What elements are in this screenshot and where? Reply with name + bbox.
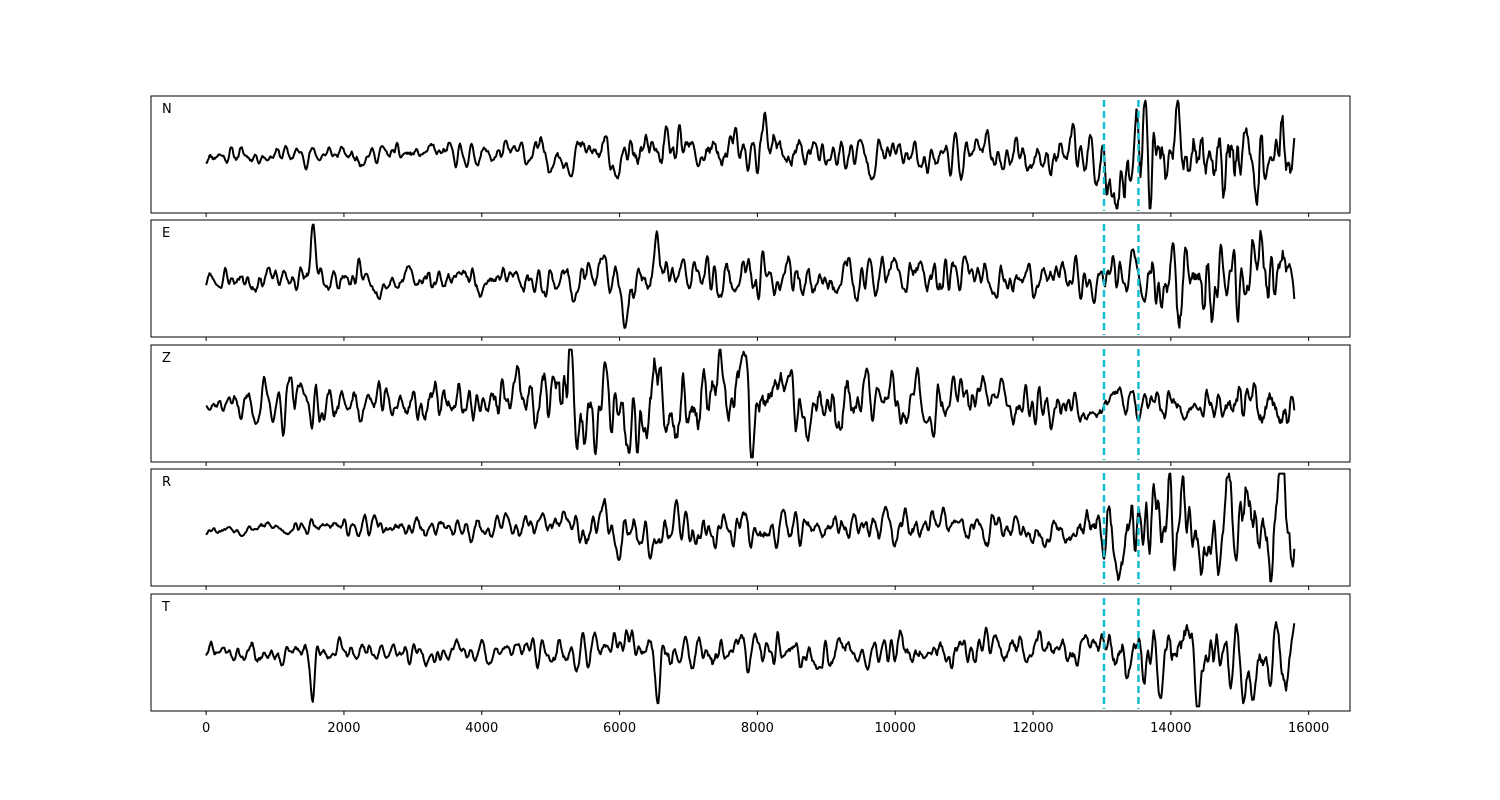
x-tick-label: 10000 <box>875 721 916 736</box>
trace-panel-n: N <box>150 95 1351 217</box>
x-tick-label: 4000 <box>465 721 498 736</box>
trace-panel-z: Z <box>150 344 1351 466</box>
component-label: Z <box>162 351 171 366</box>
panel-frame <box>150 219 1351 338</box>
panel-frame <box>150 468 1351 587</box>
x-tick-label: 6000 <box>603 721 636 736</box>
x-axis-ticks: 0 2000 4000 6000 8000 10000 12000 14000 16000 <box>202 721 1329 736</box>
component-label: R <box>162 475 171 490</box>
waveform-line <box>205 621 1296 708</box>
trace-panel-e: E <box>150 219 1351 341</box>
x-tick-label: 16000 <box>1288 721 1329 736</box>
x-tick-label: 2000 <box>327 721 360 736</box>
x-tick-label: 12000 <box>1012 721 1053 736</box>
waveform-line <box>205 99 1296 210</box>
trace-panels: N E Z R T <box>150 95 1351 715</box>
component-label: E <box>162 226 170 241</box>
trace-panel-t: T <box>150 593 1351 715</box>
component-label: N <box>162 102 172 117</box>
x-tick-label: 8000 <box>741 721 774 736</box>
waveform-line <box>205 348 1296 459</box>
x-tick-label: 0 <box>202 721 210 736</box>
panel-frame <box>150 95 1351 214</box>
component-label: T <box>161 600 170 615</box>
waveform-line <box>205 472 1296 583</box>
trace-panel-r: R <box>150 468 1351 590</box>
waveform-line <box>205 223 1296 329</box>
x-tick-label: 14000 <box>1150 721 1191 736</box>
panel-frame <box>150 344 1351 463</box>
panel-frame <box>150 593 1351 712</box>
